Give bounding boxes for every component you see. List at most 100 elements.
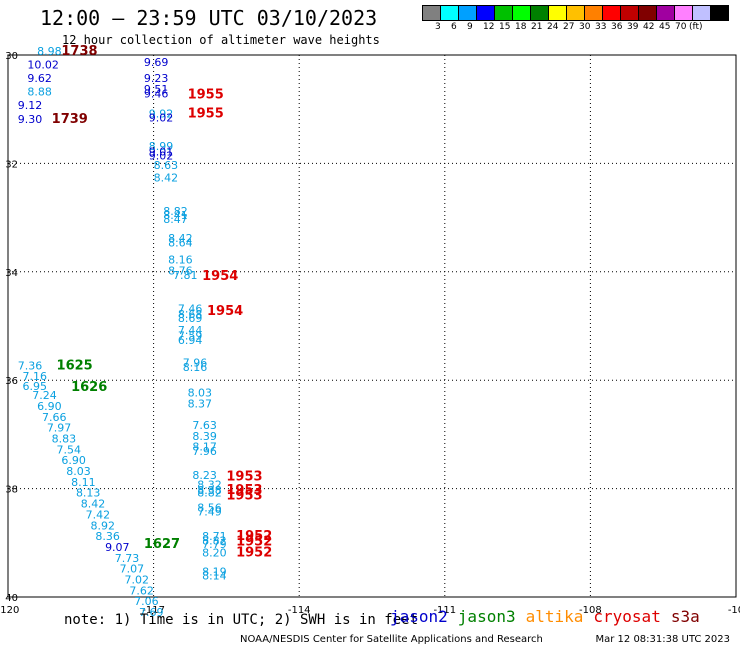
wave-height-value: 7.59 [178, 330, 203, 343]
wave-height-value: 6.90 [61, 454, 86, 467]
wave-height-value: 9.69 [144, 56, 169, 69]
wave-height-value: 9.07 [105, 541, 130, 554]
y-tick-label: 36 [5, 376, 18, 387]
wave-height-value: 7.96 [183, 357, 208, 370]
x-tick-label: -114 [288, 605, 311, 616]
pass-time-label: 1953 [226, 469, 262, 484]
wave-height-value: 7.24 [32, 389, 57, 402]
pass-time-label: 1954 [207, 304, 243, 319]
wave-height-value: 8.38 [197, 484, 222, 497]
wave-height-value: 7.66 [42, 411, 66, 424]
wave-height-value: 8.11 [71, 476, 96, 489]
wave-height-value: 7.16 [23, 370, 47, 383]
map-title: 12:00 – 23:59 UTC 03/10/2023 [40, 6, 378, 30]
wave-height-value: 7.06 [134, 595, 159, 608]
pass-time-label: 1627 [144, 537, 180, 552]
color-scale-label: 24 [547, 22, 559, 32]
map-footer: NOAA/NESDIS Center for Satellite Applica… [240, 634, 730, 645]
color-swatch [710, 5, 729, 21]
wave-height-value: 10.02 [27, 59, 59, 72]
color-scale-label: 6 [451, 22, 457, 32]
y-tick-label: 40 [5, 593, 18, 604]
wave-height-value: 8.17 [192, 441, 217, 454]
wave-height-value: 8.23 [192, 469, 217, 482]
wave-height-value: 7.54 [57, 443, 82, 456]
y-tick-label: 32 [5, 159, 18, 170]
wave-height-value: 7.96 [192, 445, 217, 458]
wave-height-value: 8.63 [154, 159, 179, 172]
wave-height-value: 8.37 [188, 397, 213, 410]
wave-height-value: 8.16 [183, 361, 208, 374]
color-scale-label: 15 [499, 22, 511, 32]
wave-height-value: 8.92 [91, 519, 116, 532]
wave-height-value: 9.51 [144, 83, 169, 96]
wave-height-value: 8.42 [168, 232, 193, 245]
wave-height-value: 7.49 [197, 506, 222, 519]
wave-height-value: 7.36 [18, 359, 42, 372]
map-subtitle: 12 hour collection of altimeter wave hei… [62, 33, 380, 47]
color-scale-label: 70 [675, 22, 687, 32]
wave-height-value: 9.12 [18, 99, 42, 112]
wave-height-value: 7.02 [124, 573, 149, 586]
wave-height-value: 8.03 [66, 465, 91, 478]
map-note: note: 1) Time is in UTC; 2) SWH is in fe… [64, 612, 419, 628]
wave-height-value: 9.92 [149, 107, 174, 120]
pass-time-label: 1952 [236, 529, 272, 544]
wave-height-value: 8.42 [81, 498, 106, 511]
color-scale-label: 36 [611, 22, 623, 32]
x-tick-label: -108 [579, 605, 602, 616]
wave-height-value: 7.07 [120, 563, 145, 576]
wave-height-value: 6.95 [23, 380, 47, 393]
wave-height-value: 8.20 [202, 546, 227, 559]
wave-height-value: 8.82 [163, 205, 188, 218]
pass-time-label: 1952 [236, 545, 272, 560]
wave-height-value: 8.56 [197, 501, 222, 514]
wave-height-value: 9.02 [149, 150, 174, 163]
pass-time-label: 1955 [188, 87, 224, 102]
wave-height-value: 8.39 [192, 430, 217, 443]
legend-entry: jason2 [390, 607, 448, 626]
wave-height-value: 9.02 [149, 112, 174, 125]
color-scale-label: 33 [595, 22, 607, 32]
pass-time-label: 1739 [52, 112, 88, 127]
color-scale-label: 9 [467, 22, 473, 32]
wave-height-value: 8.42 [154, 171, 179, 184]
x-tick-label: -120 [0, 605, 19, 616]
color-scale-label: 18 [515, 22, 527, 32]
x-tick-label: -111 [433, 605, 456, 616]
legend-entry: cryosat [593, 607, 661, 626]
wave-height-value: 8.68 [178, 308, 203, 321]
wave-height-value: 8.32 [197, 479, 222, 492]
wave-height-value: 8.83 [52, 433, 77, 446]
wave-height-value: 8.82 [197, 487, 222, 500]
wave-height-value: 8.88 [27, 86, 52, 99]
wave-height-value: 7.46 [178, 302, 203, 315]
pass-time-label: 1952 [236, 535, 272, 550]
wave-height-value: 9.46 [144, 87, 169, 100]
color-scale-label: 27 [563, 22, 575, 32]
wave-height-value: 8.13 [76, 487, 101, 500]
wave-height-value: 8.36 [95, 530, 120, 543]
legend-entry: jason3 [457, 607, 516, 626]
color-scale-label: 39 [627, 22, 639, 32]
wave-height-value: 9.30 [18, 113, 42, 126]
wave-height-value: 7.69 [139, 606, 164, 619]
wave-height-value: 8.99 [149, 140, 174, 153]
y-tick-label: 30 [5, 51, 18, 62]
wave-height-value: 7.79 [202, 538, 227, 551]
satellite-legend: jason2 jason3 altika cryosat s3a [390, 607, 700, 626]
pass-time-label: 1953 [226, 488, 262, 503]
wave-height-value: 8.41 [163, 209, 188, 222]
wave-height-value: 6.94 [178, 334, 203, 347]
wave-height-value: 8.47 [163, 213, 188, 226]
color-scale-unit: (ft) [689, 22, 703, 32]
pass-time-label: 1954 [202, 269, 238, 284]
wave-height-value: 7.81 [173, 269, 198, 282]
wave-height-value: 8.03 [188, 386, 213, 399]
x-tick-label: -117 [142, 605, 165, 616]
color-scale-label: 45 [659, 22, 671, 32]
pass-time-label: 1738 [61, 44, 97, 59]
color-scale-bar [422, 5, 729, 21]
wave-height-value: 7.63 [192, 419, 217, 432]
